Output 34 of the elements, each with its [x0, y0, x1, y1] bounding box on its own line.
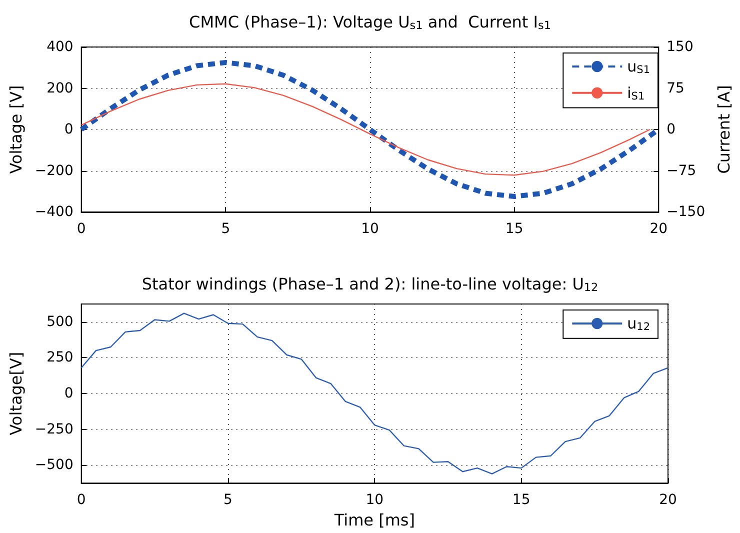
x-tick-label: 15	[505, 221, 524, 237]
x-tick-label: 10	[361, 221, 379, 237]
line-series	[80, 83, 651, 176]
legend-label: uS1	[627, 58, 650, 76]
y2-tick-label: 0	[666, 122, 676, 138]
y-tick-label: 0	[64, 122, 74, 138]
y-tick-label: −400	[34, 204, 74, 220]
y-tick-label: −250	[34, 421, 74, 438]
x-tick-label: 5	[224, 492, 232, 508]
y-tick-label: 250	[46, 350, 74, 366]
y-tick-label: 500	[46, 314, 74, 330]
y-tick-label: 0	[64, 386, 74, 402]
y2-tick-label: −150	[666, 204, 706, 220]
x-tick-label: 0	[76, 221, 86, 237]
y-tick-label: −500	[34, 457, 74, 474]
line-series	[80, 312, 669, 474]
y-axis-title: Voltage [V]	[6, 85, 26, 174]
x-tick-label: 0	[76, 492, 86, 508]
x-axis-title: Time [ms]	[333, 510, 416, 530]
y-tick-label: 400	[46, 39, 74, 55]
legend-label: iS1	[627, 84, 645, 102]
y2-tick-label: 150	[666, 39, 694, 55]
x-tick-label: 15	[512, 492, 530, 508]
y2-tick-label: 75	[666, 80, 684, 96]
legend-label: u12	[627, 314, 650, 333]
x-tick-label: 20	[650, 221, 668, 237]
y2-axis-title: Current [A]	[714, 85, 734, 174]
y-tick-label: 200	[46, 80, 74, 96]
y2-tick-label: −75	[666, 162, 696, 179]
x-tick-label: 5	[221, 221, 230, 237]
x-tick-label: 20	[659, 492, 677, 508]
y-axis-title: Voltage[V]	[6, 352, 26, 436]
y-tick-label: −200	[34, 162, 74, 179]
x-tick-label: 10	[366, 492, 384, 508]
